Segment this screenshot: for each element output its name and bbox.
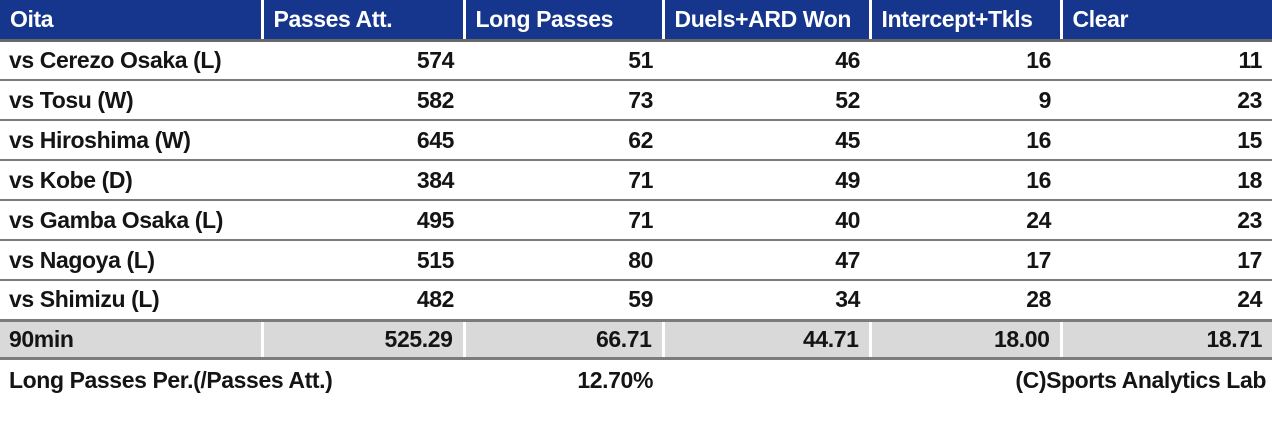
stat-cell: 51 [464,40,663,81]
column-header-long-passes: Long Passes [462,0,663,42]
footer-credit: (C)Sports Analytics Lab [1015,367,1266,394]
summary-stat-cell: 44.71 [661,318,870,360]
stat-cell: 59 [464,280,663,321]
stat-cell: 23 [1061,200,1272,241]
footer-metric-label: Long Passes Per.(/Passes Att.) [9,367,333,394]
stat-cell: 16 [870,160,1061,201]
stat-cell: 71 [464,200,663,241]
column-header-team: Oita [0,0,262,42]
table-row: vs Tosu (W) 582 73 52 9 23 [0,80,1272,121]
match-label-cell: vs Nagoya (L) [0,240,262,281]
summary-stat-cell: 18.71 [1059,318,1272,360]
stat-cell: 16 [870,120,1061,161]
summary-stat-cell: 525.29 [260,318,464,360]
table-row: vs Kobe (D) 384 71 49 16 18 [0,160,1272,201]
stat-cell: 9 [870,80,1061,121]
stat-cell: 18 [1061,160,1272,201]
stat-cell: 23 [1061,80,1272,121]
stat-cell: 24 [1061,280,1272,321]
stat-cell: 515 [262,240,464,281]
stat-cell: 34 [663,280,870,321]
summary-label-cell: 90min [0,318,262,360]
match-label-cell: vs Hiroshima (W) [0,120,262,161]
match-label-cell: vs Cerezo Osaka (L) [0,40,262,81]
stat-cell: 645 [262,120,464,161]
stat-cell: 47 [663,240,870,281]
stat-cell: 46 [663,40,870,81]
stat-cell: 16 [870,40,1061,81]
summary-stat-cell: 66.71 [462,318,663,360]
stat-cell: 574 [262,40,464,81]
table-row: vs Hiroshima (W) 645 62 45 16 15 [0,120,1272,161]
match-stats-table: Oita Passes Att. Long Passes Duels+ARD W… [0,0,1272,402]
stat-cell: 17 [870,240,1061,281]
stat-cell: 49 [663,160,870,201]
table-row: vs Gamba Osaka (L) 495 71 40 24 23 [0,200,1272,241]
summary-row-90min: 90min 525.29 66.71 44.71 18.00 18.71 [0,318,1272,360]
stat-cell: 45 [663,120,870,161]
stat-cell: 384 [262,160,464,201]
table-row: vs Cerezo Osaka (L) 574 51 46 16 11 [0,40,1272,81]
stat-cell: 15 [1061,120,1272,161]
stat-cell: 11 [1061,40,1272,81]
stat-cell: 495 [262,200,464,241]
match-label-cell: vs Shimizu (L) [0,280,262,321]
column-header-intercept-tkls: Intercept+Tkls [868,0,1061,42]
stat-cell: 80 [464,240,663,281]
summary-stat-cell: 18.00 [868,318,1061,360]
stat-cell: 17 [1061,240,1272,281]
stat-cell: 73 [464,80,663,121]
match-label-cell: vs Gamba Osaka (L) [0,200,262,241]
match-label-cell: vs Kobe (D) [0,160,262,201]
footer-row: Long Passes Per.(/Passes Att.) 12.70% (C… [0,358,1272,402]
stat-cell: 582 [262,80,464,121]
column-header-passes-att: Passes Att. [260,0,464,42]
stat-cell: 28 [870,280,1061,321]
stat-cell: 71 [464,160,663,201]
stat-cell: 62 [464,120,663,161]
table-row: vs Nagoya (L) 515 80 47 17 17 [0,240,1272,281]
column-header-duels-ard-won: Duels+ARD Won [661,0,870,42]
stat-cell: 52 [663,80,870,121]
stat-cell: 24 [870,200,1061,241]
footer-metric-value: 12.70% [577,367,653,394]
match-label-cell: vs Tosu (W) [0,80,262,121]
column-header-clear: Clear [1059,0,1272,42]
stat-cell: 482 [262,280,464,321]
table-row: vs Shimizu (L) 482 59 34 28 24 [0,280,1272,321]
stat-cell: 40 [663,200,870,241]
header-row: Oita Passes Att. Long Passes Duels+ARD W… [0,0,1272,42]
